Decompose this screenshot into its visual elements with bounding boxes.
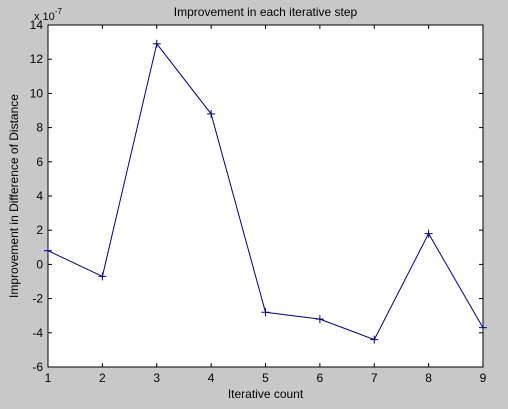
y-tick-label: 0 [36,257,43,271]
y-tick-label: 6 [36,155,43,169]
x-tick-label: 5 [262,371,269,385]
y-exponent-power: -7 [55,7,63,16]
y-axis-label: Improvement in Difference of Distance [7,94,21,298]
y-tick-label: -2 [32,292,43,306]
y-exponent-base: x 10 [34,11,55,23]
x-tick-label: 3 [153,371,160,385]
x-tick-label: 6 [317,371,324,385]
x-tick-label: 2 [99,371,106,385]
y-tick-label: 10 [30,86,44,100]
y-tick-label: 8 [36,121,43,135]
x-axis-label: Iterative count [228,387,304,401]
chart-title: Improvement in each iterative step [174,5,358,19]
y-tick-label: -4 [32,326,43,340]
x-tick-label: 8 [425,371,432,385]
y-tick-label: 12 [30,52,44,66]
y-tick-label: -6 [32,360,43,374]
y-tick-label: 2 [36,223,43,237]
x-tick-label: 1 [45,371,52,385]
x-tick-label: 9 [480,371,487,385]
y-tick-label: 4 [36,189,43,203]
x-tick-label: 7 [371,371,378,385]
x-tick-label: 4 [208,371,215,385]
